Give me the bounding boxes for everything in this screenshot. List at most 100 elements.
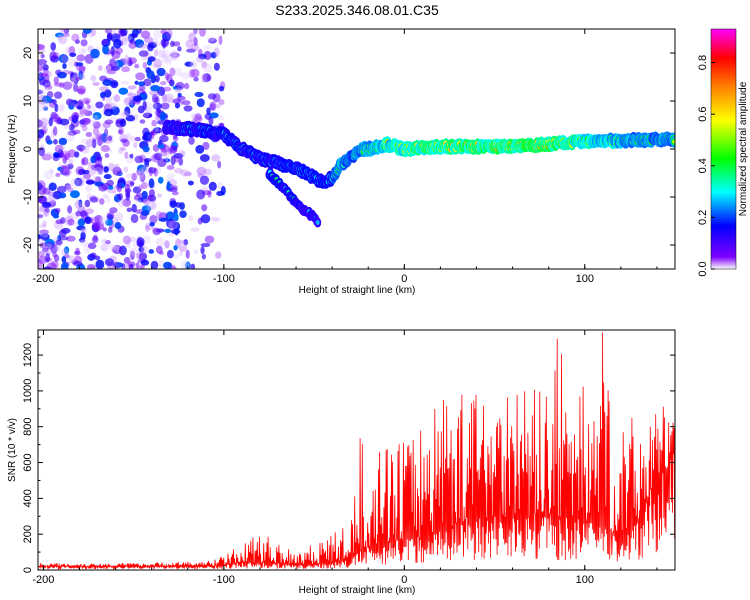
noise-blob <box>105 219 113 226</box>
noise-blob <box>137 265 143 269</box>
noise-blob <box>59 118 70 126</box>
noise-blob <box>124 151 129 159</box>
noise-blob <box>190 263 196 269</box>
noise-blob <box>62 62 67 69</box>
noise-blob <box>82 105 89 115</box>
snr-y-tick-label: 200 <box>22 525 34 543</box>
noise-blob <box>142 61 148 69</box>
noise-blob <box>142 134 148 141</box>
snr-y-tick-label: 0 <box>22 567 34 573</box>
noise-blob <box>152 227 159 232</box>
noise-blob <box>79 118 87 128</box>
noise-blob <box>41 101 51 107</box>
noise-blob <box>105 29 113 34</box>
noise-blob <box>166 173 176 179</box>
noise-blob <box>80 39 88 47</box>
noise-blob <box>169 40 175 47</box>
noise-blob <box>59 164 68 173</box>
noise-blob <box>67 187 74 192</box>
noise-blob <box>90 75 97 82</box>
noise-blob <box>38 224 47 229</box>
noise-blob <box>99 86 109 92</box>
noise-blob <box>58 192 67 199</box>
noise-blob <box>217 115 225 121</box>
noise-blob <box>152 101 158 109</box>
noise-blob <box>52 99 57 105</box>
noise-blob <box>97 156 103 162</box>
noise-blob <box>158 49 166 59</box>
noise-blob <box>126 207 133 212</box>
noise-blob <box>125 191 131 201</box>
noise-blob <box>67 149 77 158</box>
noise-blob <box>61 54 69 65</box>
noise-blob <box>38 94 48 105</box>
noise-blob <box>62 154 68 165</box>
noise-blob <box>117 198 125 208</box>
noise-blob <box>53 82 64 87</box>
noise-blob <box>132 186 142 194</box>
noise-blob <box>64 124 72 130</box>
noise-blob <box>217 160 222 169</box>
noise-blob <box>75 76 80 82</box>
noise-blob <box>38 58 48 65</box>
colorbar-tick-label: 0.2 <box>697 210 709 225</box>
noise-blob <box>171 191 179 196</box>
noise-blob <box>68 123 75 131</box>
noise-blob <box>110 66 120 71</box>
noise-blob <box>154 127 160 133</box>
noise-blob <box>128 247 139 257</box>
noise-blob <box>121 66 130 73</box>
spectrogram-y-tick-label: -20 <box>22 237 34 253</box>
noise-blob <box>218 85 225 92</box>
noise-blob <box>66 235 76 242</box>
noise-blob <box>163 55 174 62</box>
noise-blob <box>76 112 87 118</box>
noise-blob <box>63 152 70 161</box>
noise-blob <box>152 37 159 45</box>
noise-blob <box>166 249 174 259</box>
noise-blob <box>135 72 146 81</box>
noise-blob <box>174 87 182 93</box>
noise-blob <box>117 129 123 135</box>
noise-blob <box>38 63 44 72</box>
noise-blob <box>188 32 196 42</box>
noise-blob <box>164 240 170 249</box>
noise-blob <box>163 148 170 159</box>
noise-blob <box>196 98 205 108</box>
noise-blob <box>74 177 83 187</box>
noise-blob <box>75 247 80 255</box>
noise-blob <box>170 155 176 166</box>
noise-blob <box>143 108 150 118</box>
noise-blob <box>122 37 130 42</box>
noise-blob <box>213 62 220 71</box>
noise-blob <box>55 219 64 225</box>
noise-blob <box>97 134 108 144</box>
noise-blob <box>85 179 95 185</box>
noise-blob <box>54 103 59 113</box>
noise-blob <box>106 179 114 187</box>
noise-blob <box>153 49 159 57</box>
noise-blob <box>118 87 129 95</box>
noise-blob <box>102 193 109 199</box>
noise-blob <box>38 71 43 80</box>
noise-blob <box>39 72 48 78</box>
noise-blob <box>194 91 204 98</box>
noise-blob <box>86 192 92 200</box>
noise-blob <box>75 100 84 110</box>
noise-blob <box>46 139 53 145</box>
noise-blob <box>100 91 106 99</box>
noise-blob <box>78 199 83 208</box>
noise-blob <box>64 161 69 172</box>
noise-blob <box>140 30 151 39</box>
noise-blob <box>70 177 80 188</box>
noise-blob <box>188 136 195 145</box>
spectrogram-x-label: Height of straight line (km) <box>299 285 416 296</box>
noise-blob <box>191 43 200 51</box>
noise-blob <box>209 101 217 111</box>
noise-blob <box>119 110 130 119</box>
noise-blob <box>147 43 154 52</box>
noise-blob <box>112 166 122 176</box>
noise-blob <box>78 70 84 80</box>
noise-blob <box>147 194 154 201</box>
noise-blob <box>49 51 57 61</box>
